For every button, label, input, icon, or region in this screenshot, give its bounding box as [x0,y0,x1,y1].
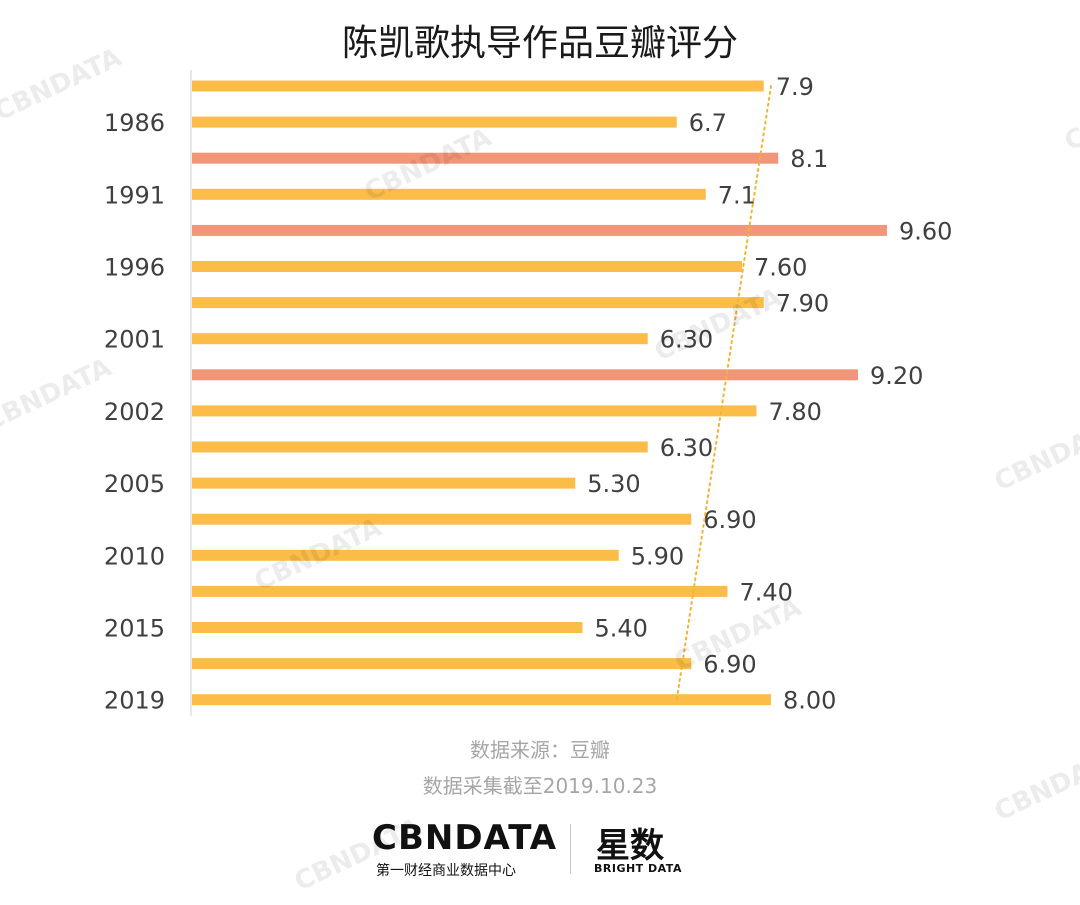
bar [192,80,764,92]
year-tick-label: 2015 [104,615,165,643]
value-label: 7.1 [718,181,756,209]
bar [192,477,576,489]
bar [192,513,692,525]
year-tick-label: 2010 [104,542,165,570]
bar [192,369,858,381]
bar [192,622,583,633]
year-tick-label: 2005 [104,470,165,498]
collection-date-label: 数据采集截至2019.10.23 [422,774,658,798]
logo-divider [570,824,571,874]
xingshu-logo-subtitle: BRIGHT DATA [594,862,682,875]
bar [192,152,779,164]
value-label: 9.20 [870,362,923,390]
bar [192,116,677,128]
value-label: 7.80 [769,398,822,426]
value-label: 5.90 [631,542,684,570]
year-tick-label: 1991 [104,181,165,209]
bar [192,261,742,272]
footer-logos: CBNDATA 第一财经商业数据中心 星数 BRIGHT DATA [372,818,712,882]
value-label: 8.1 [790,145,828,173]
bar [192,297,764,309]
trend-line [675,85,772,701]
value-label: 7.40 [740,578,793,606]
year-tick-label: 2002 [104,398,165,426]
value-label: 5.40 [595,615,648,643]
year-tick-label: 2019 [104,687,165,715]
cbndata-logo: CBNDATA [372,818,558,858]
bar [192,405,757,417]
source-label: 数据来源：豆瓣 [470,738,610,762]
year-tick-label: 1996 [104,254,165,282]
value-label: 6.30 [660,326,713,354]
chart-title: 陈凯歌执导作品豆瓣评分 [341,23,738,64]
value-label: 5.30 [587,470,640,498]
value-label: 6.90 [703,506,756,534]
bar [192,658,692,670]
value-label: 7.90 [776,290,829,318]
value-label: 7.9 [776,73,814,101]
year-tick-label: 2001 [104,326,165,354]
value-label: 6.90 [703,651,756,679]
value-label: 8.00 [783,687,836,715]
bar [192,694,771,706]
value-label: 6.7 [689,109,727,137]
value-label: 7.60 [754,254,807,282]
bar [192,333,648,345]
bar [192,224,887,236]
bar [192,188,706,200]
bar [192,585,728,597]
value-label: 6.30 [660,434,713,462]
bar [192,549,619,561]
year-tick-label: 1986 [104,109,165,137]
xingshu-logo: 星数 [596,826,664,866]
cbndata-logo-subtitle: 第一财经商业数据中心 [376,863,516,879]
bar [192,441,648,453]
value-label: 9.60 [899,217,952,245]
